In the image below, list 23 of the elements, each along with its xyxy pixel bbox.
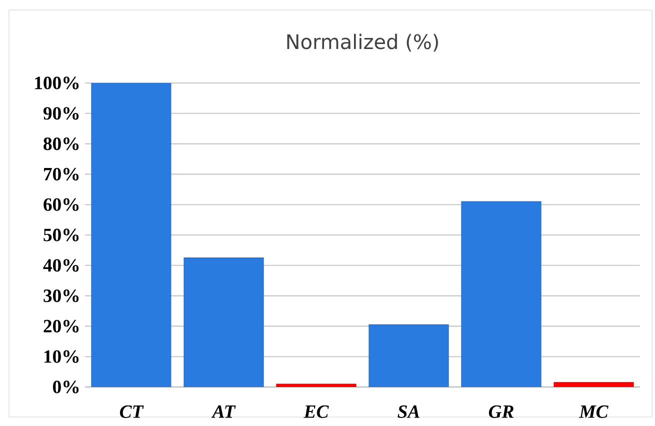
- y-tick-label: 60%: [44, 198, 79, 211]
- y-tick-label: 100%: [35, 76, 79, 90]
- y-tick-label: 40%: [43, 259, 79, 272]
- y-tick-label: 70%: [44, 168, 79, 181]
- bar: [91, 83, 172, 388]
- chart-title: Normalized (%): [287, 34, 438, 52]
- bar: [276, 384, 356, 388]
- x-tick-label: SA: [398, 405, 420, 418]
- bar: [368, 324, 449, 388]
- x-tick-label: EC: [304, 405, 329, 418]
- bar: [554, 382, 634, 388]
- y-tick-label: 90%: [43, 107, 79, 120]
- bar: [461, 201, 542, 388]
- x-tick-label: MC: [578, 405, 608, 418]
- x-tick-label: AT: [211, 405, 236, 418]
- y-tick-label: 30%: [44, 289, 79, 302]
- y-tick-label: 20%: [44, 320, 79, 333]
- y-tick-label: 10%: [44, 350, 79, 363]
- y-tick-label: 0%: [53, 380, 79, 394]
- y-tick-label: 80%: [44, 137, 79, 150]
- x-tick-label: GR: [488, 405, 514, 418]
- x-tick-label: CT: [120, 405, 144, 418]
- y-tick-label: 50%: [44, 228, 79, 242]
